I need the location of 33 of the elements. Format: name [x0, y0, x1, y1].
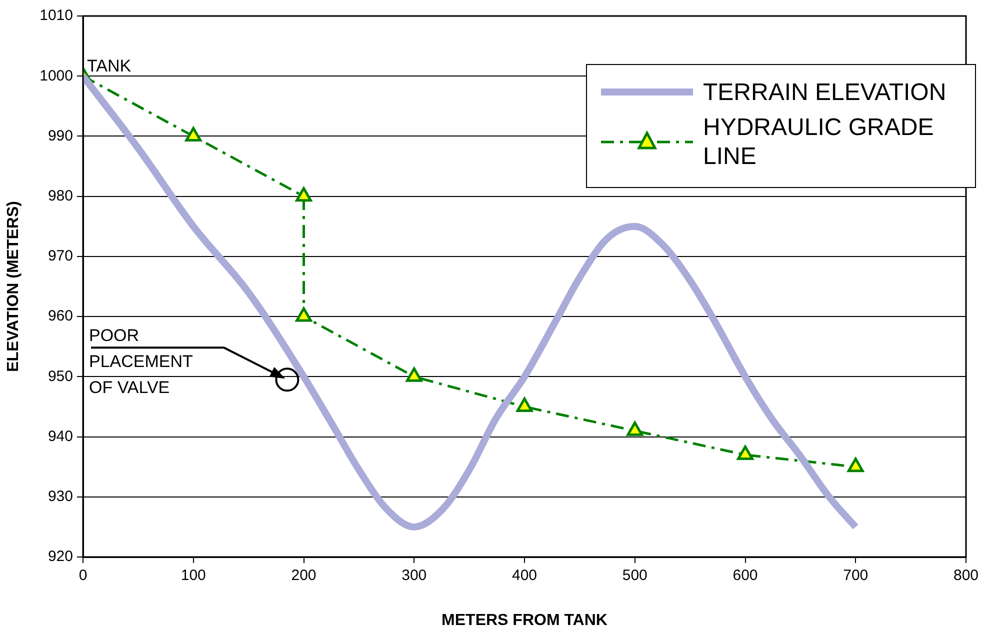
x-axis-title: METERS FROM TANK: [442, 612, 608, 629]
y-tick-label: 920: [48, 548, 73, 566]
x-tick-label: 600: [732, 567, 758, 584]
y-axis-title: ELEVATION (METERS): [5, 201, 22, 372]
annotation: TANK: [87, 56, 132, 76]
x-tick-label: 400: [512, 567, 538, 584]
x-tick-label: 0: [78, 567, 88, 584]
y-tick-label: 1010: [40, 7, 73, 24]
y-tick-label: 950: [48, 368, 73, 385]
point: [737, 446, 754, 460]
y-tick-label: 930: [48, 488, 73, 506]
legend-label: HYDRAULIC GRADE LINE: [703, 113, 935, 171]
x-tick-label: 200: [291, 567, 316, 584]
point: [406, 367, 422, 382]
legend-label: TERRAIN ELEVATION: [703, 78, 946, 106]
y-tick-label: 940: [48, 428, 73, 445]
y-tick-label: 970: [48, 248, 73, 265]
x-tick-label: 800: [953, 567, 979, 584]
y-tick-label: 990: [48, 127, 73, 144]
x-tick-label: 100: [180, 567, 206, 584]
point: [185, 126, 202, 142]
annotation: POOR PLACEMENT OF VALVE: [89, 326, 193, 397]
point: [296, 307, 312, 322]
y-tick-label: 960: [48, 308, 73, 325]
point: [626, 422, 644, 436]
x-tick-label: 300: [402, 567, 427, 584]
x-tick-label: 500: [622, 567, 648, 584]
point: [296, 187, 312, 202]
point: [516, 397, 533, 412]
x-tick-label: 700: [843, 567, 868, 584]
point: [847, 458, 864, 472]
y-tick-label: 1000: [40, 67, 73, 84]
y-tick-label: 980: [48, 187, 73, 204]
